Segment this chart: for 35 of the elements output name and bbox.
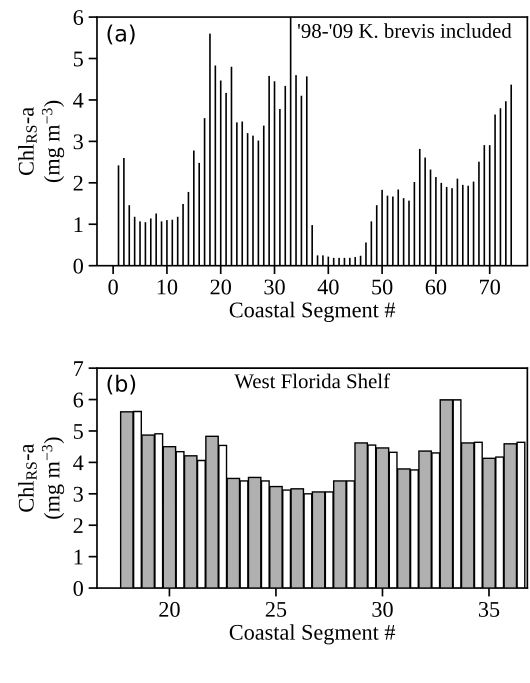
annotation: West Florida Shelf (234, 373, 390, 388)
y-tick-label: 6 (74, 392, 84, 408)
x-tick-label: 0 (108, 280, 118, 295)
x-axis-title: Coastal Segment # (230, 302, 396, 322)
y-tick-label: 4 (73, 93, 84, 108)
x-tick-label: 20 (210, 280, 231, 295)
y-tick-label: 0 (74, 258, 83, 274)
annotation: (a) (108, 24, 135, 44)
annotation: (b) (108, 374, 136, 395)
x-axis-title: Coastal Segment # (230, 624, 396, 644)
x-tick-label: 30 (264, 280, 285, 295)
x-tick-label: 20 (159, 602, 180, 617)
y-tick-label: 6 (74, 10, 84, 26)
x-tick-label: 30 (372, 602, 393, 617)
y-tick-label: 5 (74, 52, 83, 66)
x-tick-label: 60 (426, 280, 446, 295)
x-tick-label: 70 (480, 280, 500, 295)
y-tick-label: 5 (74, 424, 83, 439)
y-axis-title: Chl$_{RS}$-a (mg m$^{−3}$) (18, 437, 64, 519)
x-tick-label: 50 (372, 280, 392, 295)
y-tick-label: 3 (74, 134, 83, 150)
x-tick-label: 25 (266, 602, 286, 617)
y-tick-label: 1 (74, 217, 82, 232)
y-tick-label: 4 (73, 455, 84, 470)
y-tick-label: 0 (74, 580, 83, 596)
annotation: '98-'09 K. brevis included (298, 23, 512, 38)
y-tick-label: 2 (74, 176, 83, 191)
y-tick-label: 7 (74, 361, 84, 376)
x-tick-label: 10 (158, 280, 178, 295)
y-tick-label: 3 (74, 486, 83, 502)
x-tick-label: 40 (318, 280, 339, 295)
y-axis-title: Chl$_{RS}$-a (mg m$^{−3}$) (18, 100, 64, 182)
y-tick-label: 2 (74, 518, 83, 533)
y-tick-label: 1 (74, 550, 82, 564)
x-tick-label: 35 (478, 602, 500, 617)
